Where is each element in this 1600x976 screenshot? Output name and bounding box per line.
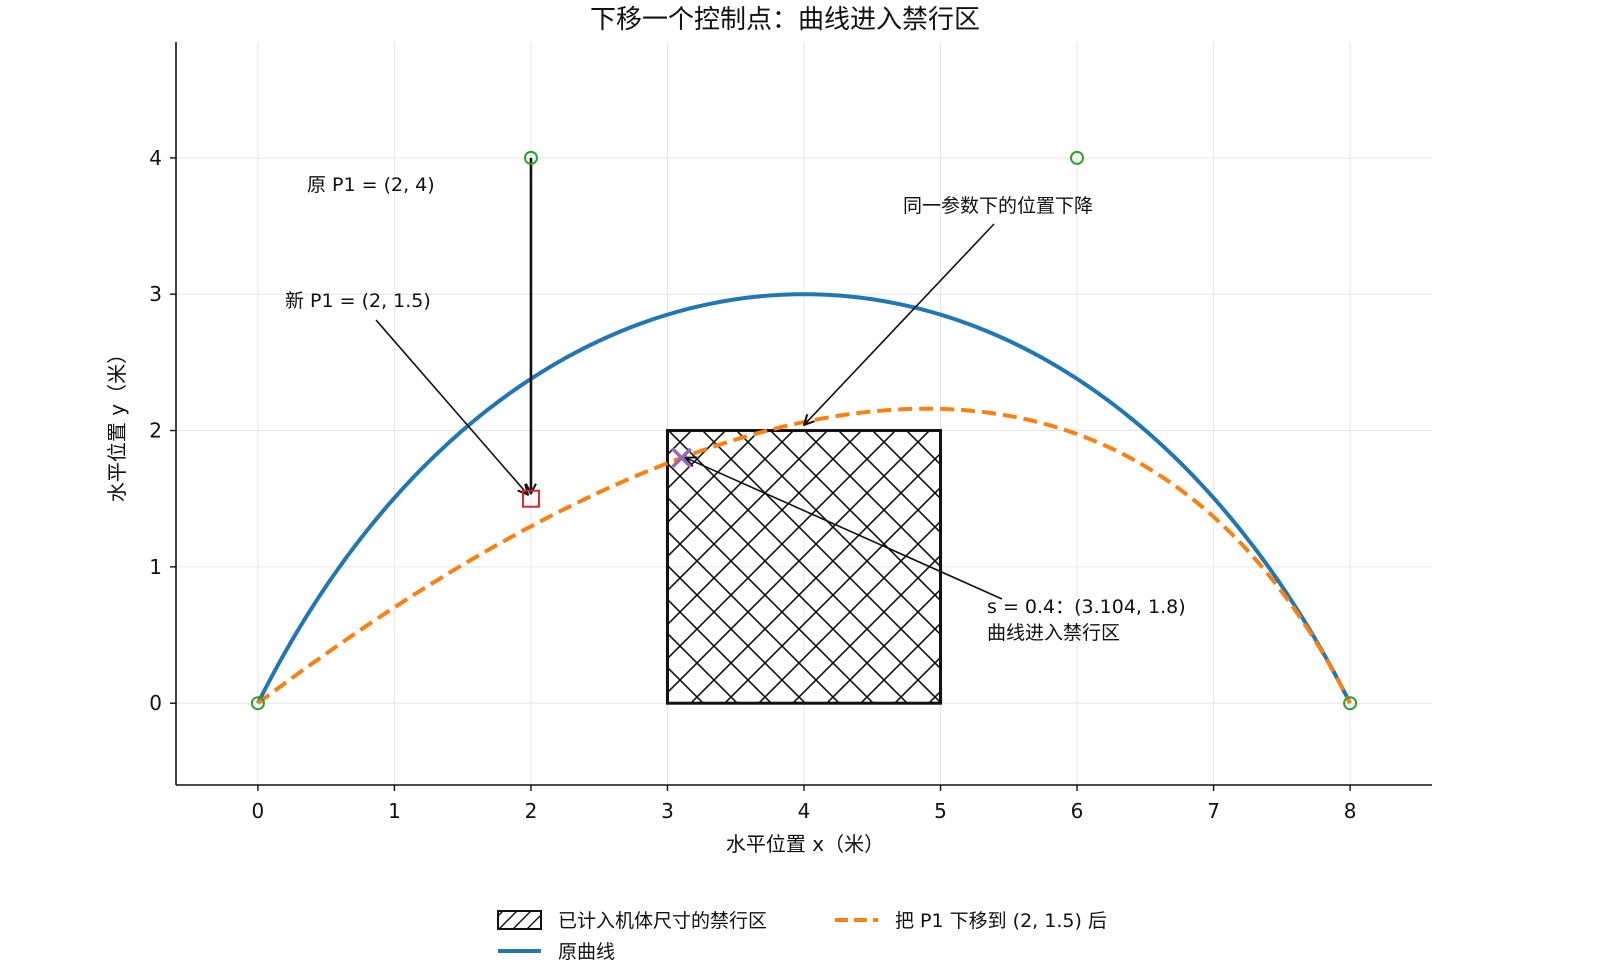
control-point-marker-3: [1343, 696, 1358, 711]
legend-label-modified: 把 P1 下移到 (2, 1.5) 后: [895, 910, 1107, 932]
legend-label-forbidden-zone: 已计入机体尺寸的禁行区: [558, 910, 767, 932]
x-tick-label-6: 6: [1071, 799, 1084, 823]
annotation-layer: [375, 157, 1003, 600]
legend-label-original: 原曲线: [558, 941, 615, 963]
annotation-drop: 同一参数下的位置下降: [903, 195, 1093, 217]
chart-title: 下移一个控制点：曲线进入禁行区: [590, 5, 980, 35]
annotation-old-p1: 原 P1 = (2, 4): [307, 174, 435, 196]
x-tick-label-7: 7: [1207, 799, 1220, 823]
x-tick-label-0: 0: [252, 799, 265, 823]
legend-swatch-forbidden-zone: [497, 910, 542, 930]
annotation-intrusion-text: 曲线进入禁行区: [987, 622, 1120, 644]
forbidden-zone-layer: [665, 429, 943, 705]
forbidden-zone: [665, 429, 943, 705]
x-axis-label: 水平位置 x（米）: [726, 832, 884, 856]
arrow-intrusion: [686, 458, 1003, 600]
y-axis-label: 水平位置 y（米）: [105, 344, 129, 502]
intrusion-point-marker: [671, 447, 692, 469]
y-tick-label-1: 1: [149, 555, 162, 579]
control-point-marker-1: [523, 150, 538, 165]
series-curve-0: [256, 292, 1352, 705]
arrow-new-p1: [375, 319, 528, 495]
x-tick-label-3: 3: [661, 799, 674, 823]
x-tick-label-5: 5: [934, 799, 947, 823]
marker-layer: [250, 150, 1358, 711]
annotation-intrusion-coords: s = 0.4：(3.104, 1.8): [987, 596, 1186, 618]
annotation-new-p1: 新 P1 = (2, 1.5): [285, 290, 431, 312]
new-p1-marker: [521, 489, 540, 508]
x-tick-label-4: 4: [798, 799, 811, 823]
x-tick-label-1: 1: [388, 799, 401, 823]
control-point-marker-0: [250, 696, 265, 711]
tick-layer: 0 1 2 3 4 5 6 7 8 0 1 2 3 4: [149, 146, 1356, 823]
x-tick-label-8: 8: [1344, 799, 1357, 823]
x-tick-label-2: 2: [525, 799, 538, 823]
y-tick-label-0: 0: [149, 691, 162, 715]
y-tick-label-2: 2: [149, 419, 162, 443]
y-tick-label-4: 4: [149, 146, 162, 170]
legend: 已计入机体尺寸的禁行区 原曲线 把 P1 下移到 (2, 1.5) 后: [497, 910, 1107, 963]
arrow-drop: [804, 223, 995, 425]
control-point-marker-2: [1070, 150, 1085, 165]
y-tick-label-3: 3: [149, 282, 162, 306]
